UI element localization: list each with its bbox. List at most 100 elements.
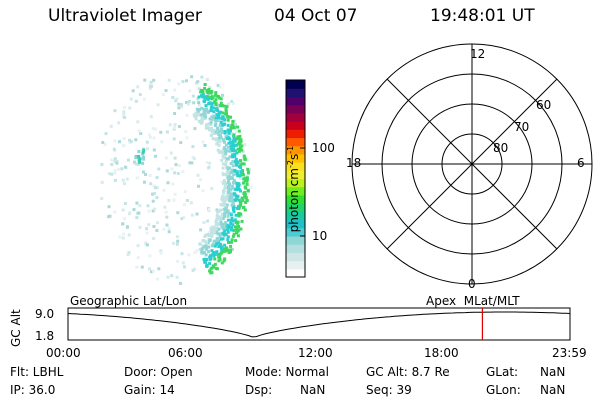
image-pixel bbox=[210, 104, 214, 108]
image-pixel bbox=[230, 216, 234, 220]
image-pixel bbox=[200, 250, 204, 253]
image-pixel bbox=[193, 267, 196, 271]
image-pixel bbox=[204, 260, 207, 264]
image-pixel bbox=[176, 259, 180, 263]
image-pixel bbox=[134, 162, 138, 166]
image-pixel bbox=[196, 109, 200, 113]
image-pixel bbox=[217, 227, 221, 231]
image-pixel bbox=[135, 216, 139, 220]
image-pixel bbox=[222, 189, 225, 193]
image-pixel bbox=[237, 213, 241, 216]
image-pixel bbox=[200, 121, 203, 125]
image-pixel bbox=[206, 241, 210, 245]
image-pixel bbox=[220, 158, 224, 162]
colorbar-band bbox=[286, 268, 305, 278]
image-pixel bbox=[224, 112, 228, 116]
image-pixel bbox=[229, 240, 233, 244]
image-pixel bbox=[233, 152, 237, 156]
image-pixel bbox=[236, 137, 240, 141]
lat-label-60: 60 bbox=[536, 98, 552, 112]
image-pixel bbox=[232, 139, 235, 143]
glat-label: GLat: bbox=[486, 365, 519, 379]
image-pixel bbox=[224, 135, 228, 139]
image-pixel bbox=[213, 244, 217, 248]
image-pixel bbox=[230, 124, 234, 128]
image-pixel bbox=[243, 208, 247, 212]
image-pixel bbox=[236, 125, 240, 129]
colorbar-band bbox=[286, 227, 305, 237]
image-pixel bbox=[226, 248, 230, 252]
image-pixel bbox=[229, 192, 233, 196]
image-pixel bbox=[232, 232, 236, 236]
image-pixel bbox=[223, 211, 227, 215]
image-pixel bbox=[148, 254, 152, 258]
image-pixel bbox=[221, 203, 225, 207]
image-pixel bbox=[226, 238, 230, 242]
image-pixel bbox=[226, 230, 230, 234]
image-pixel bbox=[231, 223, 235, 227]
image-pixel bbox=[226, 149, 230, 153]
image-pixel bbox=[136, 256, 140, 260]
image-pixel bbox=[219, 149, 223, 153]
image-pixel bbox=[236, 185, 240, 189]
image-pixel bbox=[242, 177, 246, 181]
image-pixel bbox=[196, 97, 200, 101]
image-pixel bbox=[107, 172, 111, 176]
image-pixel bbox=[244, 179, 248, 183]
image-pixel bbox=[236, 194, 240, 198]
image-pixel bbox=[210, 118, 214, 122]
image-pixel bbox=[139, 132, 143, 135]
image-pixel bbox=[229, 115, 233, 119]
image-pixel bbox=[110, 163, 114, 166]
image-pixel bbox=[221, 154, 225, 158]
image-pixel bbox=[200, 75, 204, 79]
image-pixel bbox=[112, 147, 116, 151]
colorbar-band bbox=[286, 178, 305, 188]
image-pixel bbox=[215, 213, 219, 217]
image-pixel bbox=[214, 119, 218, 123]
image-pixel bbox=[201, 239, 205, 243]
image-pixel bbox=[152, 225, 156, 228]
image-pixel bbox=[242, 181, 246, 185]
image-pixel bbox=[187, 102, 190, 106]
image-pixel bbox=[219, 120, 223, 124]
seq-info: Seq: 39 bbox=[366, 383, 412, 397]
image-pixel bbox=[205, 247, 208, 251]
image-pixel bbox=[194, 111, 198, 115]
image-pixel bbox=[224, 173, 228, 176]
image-pixel bbox=[140, 265, 144, 269]
image-pixel bbox=[223, 229, 227, 233]
image-pixel bbox=[236, 234, 240, 238]
image-pixel bbox=[219, 127, 223, 131]
image-pixel bbox=[213, 137, 217, 141]
image-pixel bbox=[182, 203, 186, 207]
image-pixel bbox=[207, 245, 211, 249]
image-pixel bbox=[237, 182, 241, 186]
colorbar-band bbox=[286, 194, 305, 204]
image-pixel bbox=[204, 107, 208, 111]
image-pixel bbox=[203, 86, 207, 90]
image-pixel bbox=[146, 147, 149, 151]
y-tick-9: 9.0 bbox=[35, 307, 55, 321]
image-pixel bbox=[217, 143, 221, 147]
colorbar-band bbox=[286, 252, 305, 262]
image-pixel bbox=[176, 239, 180, 243]
image-pixel bbox=[174, 163, 178, 167]
image-pixel bbox=[223, 202, 227, 205]
image-pixel bbox=[215, 242, 219, 246]
image-pixel bbox=[121, 222, 124, 226]
image-pixel bbox=[123, 106, 126, 109]
x-tick-1800: 18:00 bbox=[424, 346, 459, 360]
image-pixel bbox=[222, 179, 226, 182]
image-pixel bbox=[233, 218, 237, 222]
image-pixel bbox=[187, 253, 191, 257]
image-pixel bbox=[150, 84, 154, 88]
image-pixel bbox=[147, 223, 151, 227]
image-pixel bbox=[223, 243, 227, 247]
image-pixel bbox=[173, 192, 177, 196]
x-tick-1200: 12:00 bbox=[298, 346, 333, 360]
image-pixel bbox=[210, 249, 214, 253]
image-pixel bbox=[155, 228, 159, 232]
image-pixel bbox=[227, 182, 231, 186]
